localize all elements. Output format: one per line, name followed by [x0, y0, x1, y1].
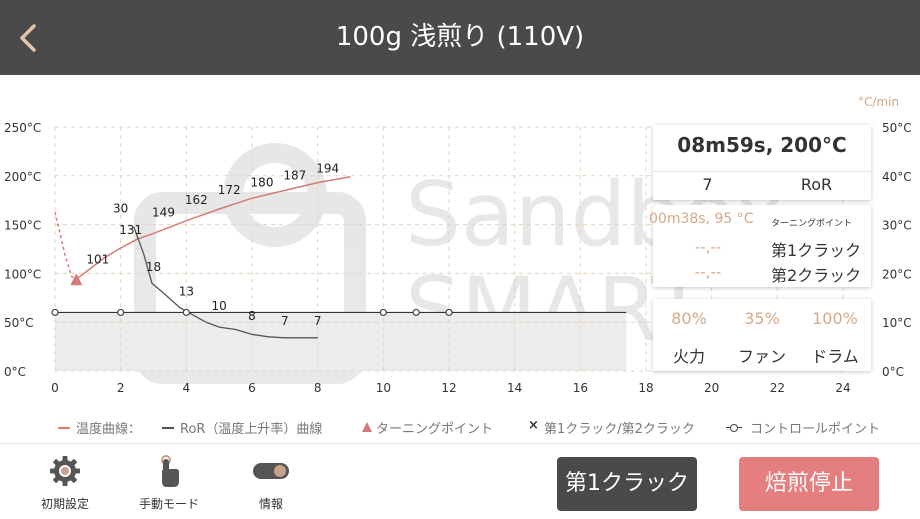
control-values-card: 80% 35% 100% 火力 ファン ドラム	[653, 299, 871, 371]
temp-data-label: 187	[283, 168, 306, 182]
first-crack-label: 第1クラック	[771, 241, 862, 260]
control-band	[55, 312, 627, 371]
manual-mode-label: 手動モード	[138, 497, 199, 511]
chart-legend: 温度曲線： RoR（温度上升率）曲線 ターニングポイント × 第1クラック/第2…	[58, 418, 920, 438]
temp-data-label: 131	[119, 223, 142, 237]
triangle-icon	[362, 422, 372, 432]
legend-temp-swatch	[58, 427, 70, 429]
stop-roast-button[interactable]: 焙煎停止	[739, 457, 879, 511]
turning-point-marker	[70, 273, 83, 286]
time-ror-card: 08m59s, 200°C 7 RoR	[653, 125, 871, 200]
y-right-tick-label: 0°C	[882, 365, 904, 379]
control-point	[51, 308, 59, 317]
gear-icon	[50, 456, 80, 486]
second-crack-value: --,--	[694, 263, 722, 281]
ror-data-label: 10	[212, 299, 227, 313]
y-left-tick-label: 0°C	[4, 365, 26, 379]
legend-turning-label: ターニングポイント	[376, 422, 494, 437]
cross-icon: ×	[528, 418, 539, 433]
y-left-tick-label: 100°C	[4, 267, 41, 281]
x-tick-label: 12	[441, 381, 456, 395]
y-right-tick-label: 10°C	[882, 316, 912, 330]
y-left-tick-label: 50°C	[4, 316, 34, 330]
manual-mode-tool[interactable]: 手動モード	[124, 454, 214, 512]
x-tick-label: 20	[704, 381, 719, 395]
y-left-tick-label: 150°C	[4, 219, 41, 233]
y-right-unit-label: °C/min	[858, 95, 899, 109]
x-tick-label: 6	[248, 381, 256, 395]
control-point-dot	[730, 424, 738, 432]
temp-data-label: 180	[251, 175, 274, 189]
temp-curve	[75, 176, 351, 280]
x-tick-label: 10	[376, 381, 391, 395]
turning-point-value: 00m38s, 95 °C	[649, 211, 754, 227]
info-tool[interactable]: 情報	[226, 454, 316, 512]
temp-data-label: 149	[152, 206, 175, 220]
info-label: 情報	[258, 497, 283, 511]
heat-label: 火力	[672, 347, 705, 366]
page-title: 100g 浅煎り (110V)	[335, 22, 585, 52]
ror-data-label: 18	[146, 260, 161, 274]
ror-data-label: 7	[281, 314, 289, 328]
x-tick-label: 22	[770, 381, 785, 395]
y-right-tick-label: 20°C	[882, 267, 912, 281]
y-right-tick-label: 50°C	[882, 121, 912, 135]
fan-value: 35%	[744, 309, 780, 328]
y-left-tick-label: 200°C	[4, 170, 41, 184]
hand-pointer-icon	[161, 455, 179, 487]
temp-data-label: 162	[185, 193, 208, 207]
ror-data-label: 8	[248, 309, 256, 323]
settings-label: 初期設定	[40, 497, 89, 511]
header-bar: 100g 浅煎り (110V)	[0, 0, 920, 75]
legend-crack-label: 第1クラック/第2クラック	[544, 422, 695, 437]
ror-data-label: 13	[179, 285, 194, 299]
control-point	[379, 308, 387, 317]
control-point	[445, 308, 453, 317]
y-right-tick-label: 40°C	[882, 170, 912, 184]
y-left-tick-label: 250°C	[4, 121, 41, 135]
legend-ror-label: RoR（温度上升率）曲線	[180, 422, 323, 437]
x-tick-label: 18	[638, 381, 653, 395]
first-crack-value: --,--	[694, 238, 722, 256]
drum-label: ドラム	[811, 347, 859, 366]
ror-label: RoR	[800, 175, 833, 194]
x-tick-label: 4	[183, 381, 191, 395]
turning-point-label: ターニングポイント	[771, 219, 853, 229]
fan-label: ファン	[737, 347, 786, 366]
ror-data-label: 30	[113, 202, 128, 216]
time-temp-value: 08m59s, 200°C	[677, 133, 847, 157]
drum-value: 100%	[812, 309, 858, 328]
ror-curve	[133, 226, 318, 339]
temp-data-label: 194	[316, 162, 339, 176]
ror-data-label: 7	[314, 314, 322, 328]
x-tick-label: 2	[117, 381, 125, 395]
temp-data-label: 172	[218, 183, 241, 197]
second-crack-label: 第2クラック	[771, 266, 862, 285]
legend-temp-label: 温度曲線：	[76, 422, 142, 437]
ror-value: 7	[702, 175, 713, 194]
x-tick-label: 14	[507, 381, 522, 395]
control-point	[182, 308, 190, 317]
control-point	[412, 308, 420, 317]
turning-crack-card: 00m38s, 95 °C ターニングポイント --,-- 第1クラック --,…	[649, 205, 871, 287]
temp-curve-early	[54, 211, 77, 280]
legend-ror-swatch	[162, 427, 174, 429]
x-tick-label: 0	[51, 381, 59, 395]
legend-control-label: コントロールポイント	[750, 422, 881, 437]
divider	[653, 171, 871, 172]
bottom-toolbar: 初期設定 手動モード 情報 第1クラック 焙煎停止	[0, 443, 920, 519]
heat-value: 80%	[671, 309, 707, 328]
x-tick-label: 24	[835, 381, 850, 395]
chart-area: Sandbox SMART 250°C 200°C 150°C 100°C 50°C 0°…	[0, 75, 920, 443]
y-right-tick-label: 30°C	[882, 219, 912, 233]
x-tick-label: 8	[314, 381, 322, 395]
chevron-left-icon[interactable]	[14, 20, 44, 56]
settings-tool[interactable]: 初期設定	[20, 454, 110, 512]
first-crack-button[interactable]: 第1クラック	[557, 457, 697, 511]
temp-data-label: 101	[86, 252, 109, 266]
x-tick-label: 16	[573, 381, 588, 395]
toggle-icon	[253, 463, 289, 479]
control-point	[117, 308, 125, 317]
